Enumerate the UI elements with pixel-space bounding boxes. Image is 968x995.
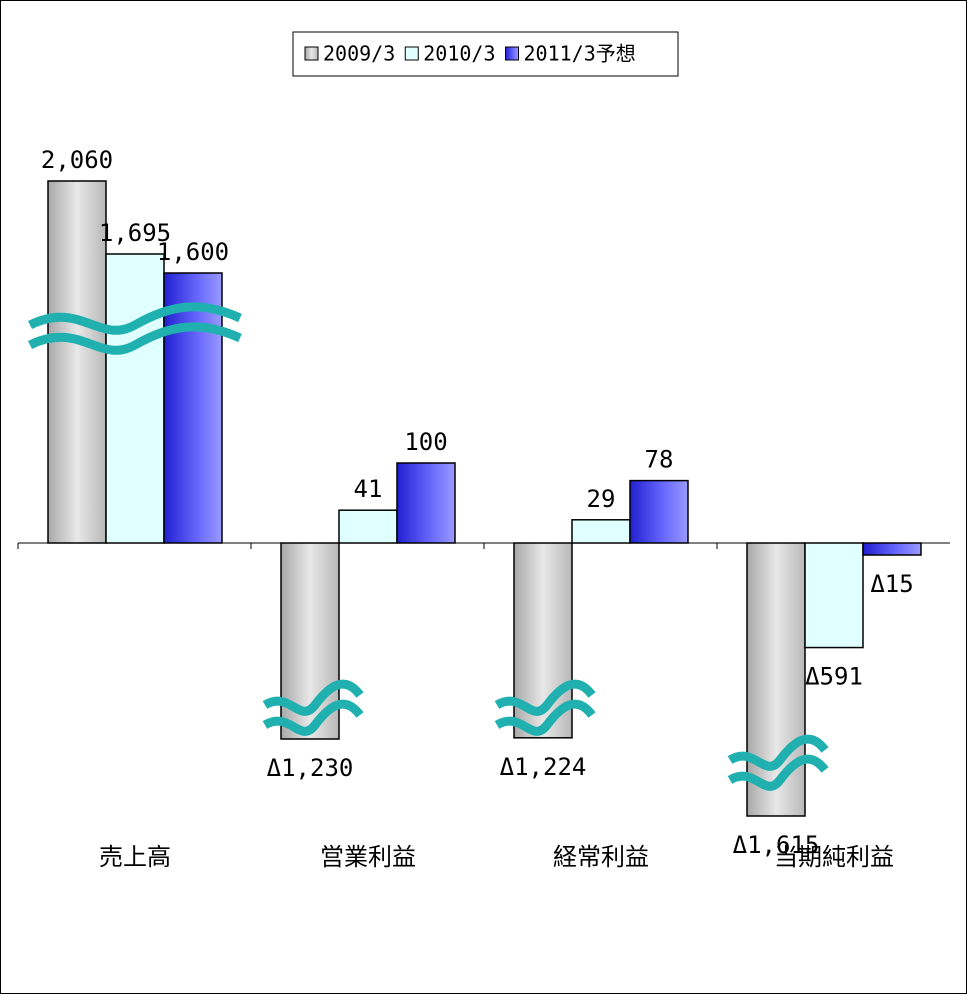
data-label: 1,600 (157, 238, 229, 266)
break-line (262, 679, 364, 716)
x-tick-label: 営業利益 (320, 843, 416, 871)
break-line (727, 734, 829, 771)
break-line (262, 699, 364, 736)
break-line (27, 302, 242, 335)
data-label: Δ1,230 (267, 754, 354, 782)
bar (746, 542, 806, 817)
data-label: Δ1,615 (733, 831, 820, 859)
break-line (27, 322, 242, 355)
break-line (494, 679, 596, 716)
bar (862, 542, 922, 556)
bar (338, 509, 398, 544)
legend-label: 2011/3予想 (524, 42, 636, 66)
legend-label: 2010/3 (423, 42, 495, 66)
bar (629, 479, 689, 544)
bar (571, 519, 631, 544)
break-line (494, 699, 596, 736)
data-label: 2,060 (41, 146, 113, 174)
data-label: Δ591 (805, 663, 863, 691)
plot: 2,060 Δ1,230 Δ1,224 Δ1,615 1,695 41 29 Δ591 1,60… (17, 146, 950, 871)
legend-swatch (505, 46, 519, 61)
axis-breaks (27, 302, 829, 791)
bar (47, 180, 107, 544)
x-tick-label: 当期純利益 (774, 843, 894, 871)
data-label: 29 (587, 485, 616, 513)
bar (804, 542, 864, 649)
data-label: 78 (645, 446, 674, 474)
data-label: Δ15 (870, 570, 913, 598)
break-line (727, 754, 829, 791)
legend-box (292, 31, 679, 77)
legend-swatch (304, 46, 319, 61)
x-tick-label: 経常利益 (553, 843, 649, 871)
bar (105, 253, 165, 544)
x-tick-label: 売上高 (99, 843, 171, 871)
data-label: Δ1,224 (500, 753, 587, 781)
data-label: 1,695 (99, 219, 171, 247)
data-label: 41 (354, 475, 383, 503)
legend-swatch (404, 46, 419, 61)
legend-label: 2009/3 (323, 42, 395, 66)
bar (396, 462, 456, 544)
data-label: 100 (404, 428, 447, 456)
